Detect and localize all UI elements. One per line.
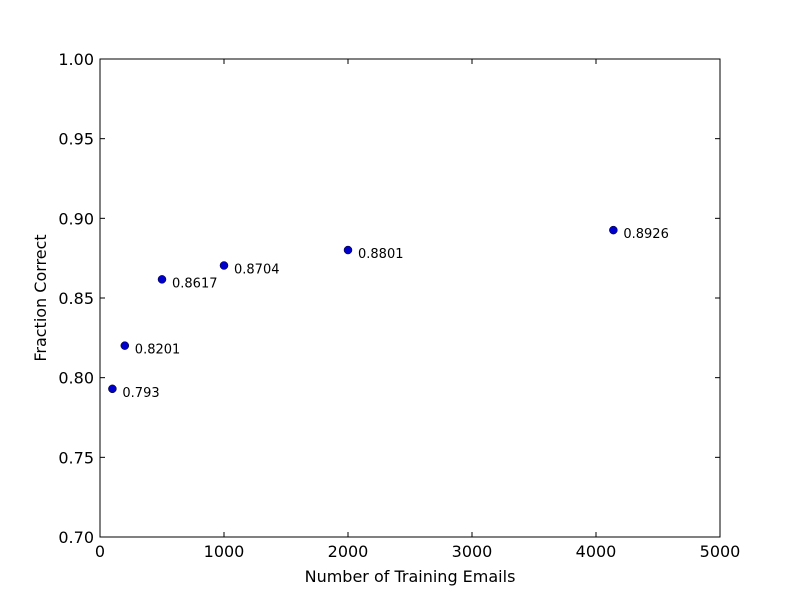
y-axis-label: Fraction Correct (31, 234, 50, 361)
data-point-label: 0.8617 (172, 276, 218, 291)
x-tick-label: 5000 (700, 542, 741, 561)
data-point (120, 341, 130, 350)
data-labels: 0.793 0.8201 0.8617 0.8704 0.8801 0.8926 (122, 227, 668, 401)
data-point-label: 0.793 (122, 386, 159, 401)
y-tick-label: 0.85 (58, 289, 94, 308)
axis-tick-labels: 0 1000 2000 3000 4000 5000 0.70 0.75 0.80 0.85 0.9… (58, 50, 740, 561)
data-point-label: 0.8704 (234, 262, 280, 277)
x-axis-label: Number of Training Emails (305, 567, 516, 586)
x-tick-label: 4000 (576, 542, 617, 561)
data-point-label: 0.8801 (358, 247, 404, 262)
data-point-label: 0.8201 (135, 343, 181, 358)
y-tick-label: 0.90 (58, 209, 94, 228)
plot-background (100, 59, 720, 537)
data-point (609, 225, 618, 235)
data-point (108, 384, 117, 394)
y-tick-label: 1.00 (58, 50, 94, 69)
data-points (108, 225, 618, 394)
x-tick-label: 3000 (452, 542, 493, 561)
y-tick-label: 0.80 (58, 369, 94, 388)
plot-frame (99, 58, 721, 538)
y-tick-label: 0.75 (58, 448, 94, 467)
x-tick-label: 1000 (204, 542, 245, 561)
data-point (157, 275, 167, 284)
y-tick-label: 0.70 (58, 528, 94, 547)
data-point-label: 0.8926 (623, 227, 669, 242)
x-tick-label: 2000 (328, 542, 369, 561)
y-tick-label: 0.95 (58, 130, 94, 149)
x-tick-label: 0 (95, 542, 105, 561)
data-point (343, 245, 353, 255)
data-point (219, 261, 229, 270)
